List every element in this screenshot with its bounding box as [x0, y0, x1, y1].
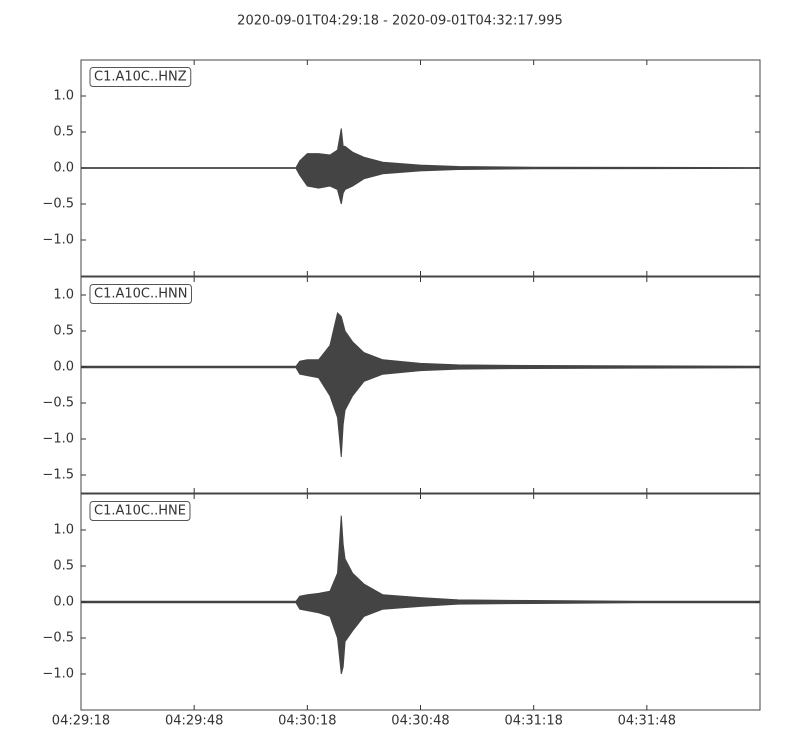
y-tick-label: −1.0 — [42, 233, 74, 248]
y-tick-label: −1.0 — [42, 667, 74, 682]
trace-label: C1.A10C..HNZ — [94, 70, 187, 85]
y-tick-label: −0.5 — [42, 396, 74, 411]
y-tick-label: −0.5 — [42, 197, 74, 212]
y-tick-label: 1.0 — [53, 89, 74, 104]
y-tick-label: −0.5 — [42, 631, 74, 646]
y-tick-label: 0.0 — [53, 595, 74, 610]
y-tick-label: −1.0 — [42, 432, 74, 447]
plot-frame — [80, 276, 761, 494]
plot-frame — [80, 493, 761, 711]
waveform-envelope — [80, 167, 761, 205]
y-tick-label: 1.0 — [53, 523, 74, 538]
x-tick-label: 04:31:18 — [504, 714, 562, 729]
x-tick-label: 04:29:48 — [165, 714, 223, 729]
y-tick-label: 0.0 — [53, 360, 74, 375]
chart-title: 2020-09-01T04:29:18 - 2020-09-01T04:32:1… — [237, 14, 563, 29]
x-tick-label: 04:30:18 — [278, 714, 336, 729]
waveform-envelope — [80, 515, 761, 603]
y-tick-label: 0.5 — [53, 559, 74, 574]
trace-label: C1.A10C..HNN — [94, 287, 187, 302]
trace-label-box — [89, 284, 192, 304]
waveform-envelope — [80, 601, 761, 675]
trace-label-box — [89, 67, 192, 87]
y-tick-label: 0.5 — [53, 125, 74, 140]
waveform-envelope — [80, 312, 761, 368]
y-tick-label: 1.0 — [53, 288, 74, 303]
waveform-envelope — [80, 366, 761, 458]
y-tick-label: 0.5 — [53, 324, 74, 339]
x-tick-label: 04:29:18 — [52, 714, 110, 729]
plot-frame — [80, 59, 761, 277]
trace-label-box — [89, 501, 191, 521]
y-tick-label: 0.0 — [53, 161, 74, 176]
x-tick-label: 04:30:48 — [391, 714, 449, 729]
waveform-envelope — [80, 128, 761, 169]
x-tick-label: 04:31:48 — [618, 714, 676, 729]
y-tick-label: −1.5 — [42, 468, 74, 483]
trace-label: C1.A10C..HNE — [94, 504, 186, 519]
